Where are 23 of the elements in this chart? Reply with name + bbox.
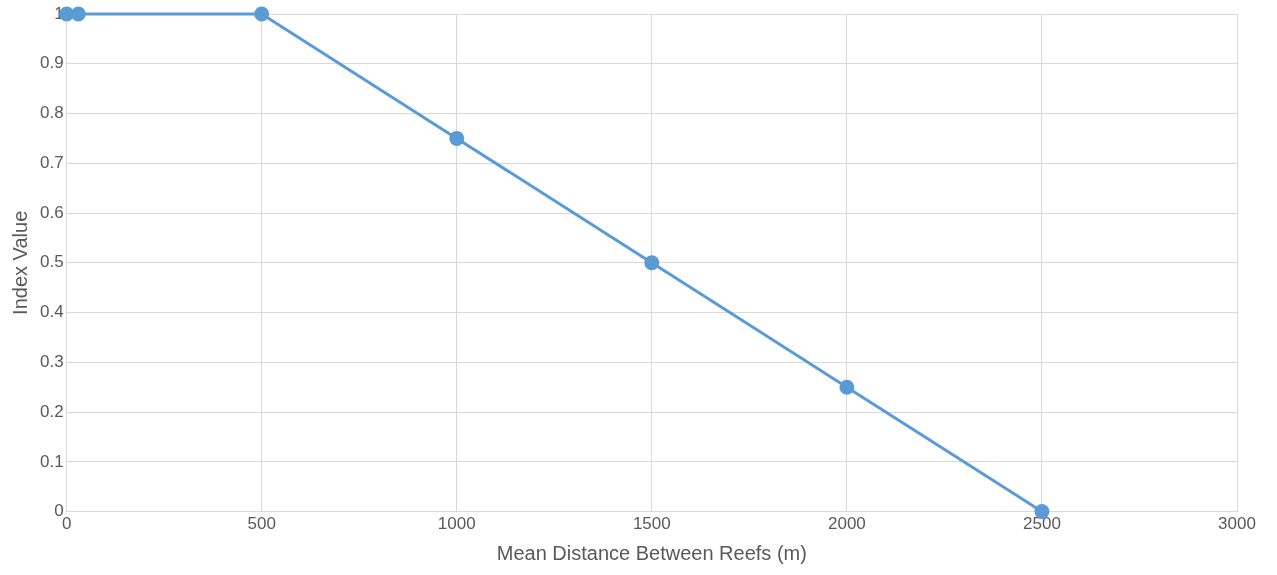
x-tick-label: 500 [247,514,276,534]
y-tick-label: 0.7 [39,152,64,172]
point [839,379,855,395]
point [70,6,86,22]
x-tick-label: 1000 [437,514,476,534]
y-tick-label: 0.6 [39,202,64,222]
y-tick-label: 0.1 [39,451,64,471]
point [254,6,270,22]
y-tick-label: 0.4 [39,302,64,322]
point [449,130,465,146]
y-tick-label: 0.2 [39,401,64,421]
x-tick-label: 1500 [632,514,671,534]
y-tick-label: 0.8 [39,103,64,123]
y-tick-label: 0.9 [39,53,64,73]
x-axis-title: Mean Distance Between Reefs (m) [496,541,807,564]
y-tick-label: 0.3 [39,352,64,372]
point [644,255,660,271]
y-axis-title: Index Value [8,210,31,315]
x-tick-label: 2500 [1023,514,1061,534]
x-tick-label: 3000 [1218,514,1256,534]
x-tick-label: 2000 [827,514,866,534]
y-tick-label: 0 [54,501,64,521]
y-tick-label: 0.5 [39,252,64,272]
